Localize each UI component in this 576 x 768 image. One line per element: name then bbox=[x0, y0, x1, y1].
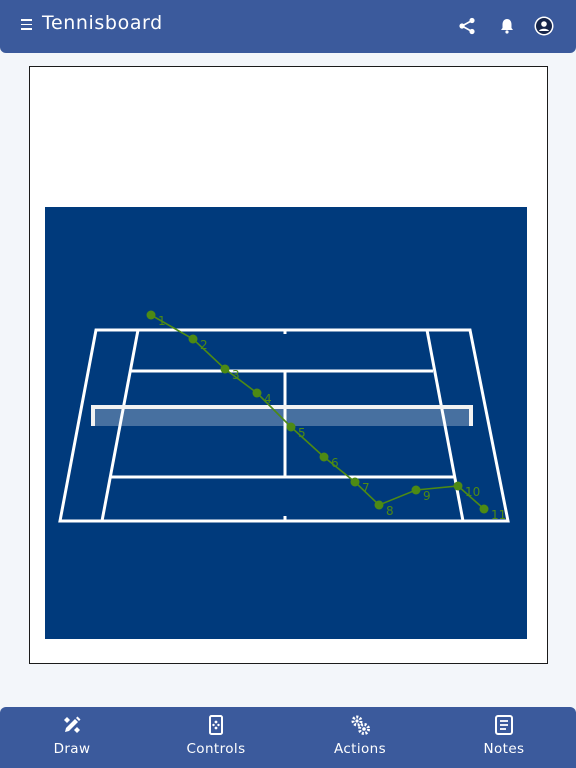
singles-sideline-left bbox=[100, 329, 140, 522]
shot-point-7[interactable] bbox=[350, 477, 360, 487]
shot-point-8[interactable] bbox=[374, 500, 384, 510]
shot-point-label: 4 bbox=[264, 392, 272, 406]
tennis-net bbox=[91, 405, 473, 426]
shot-point-label: 6 bbox=[331, 456, 339, 470]
nav-controls[interactable]: Controls bbox=[144, 707, 288, 768]
shot-point-1[interactable] bbox=[146, 310, 156, 320]
nav-notes-label: Notes bbox=[483, 741, 525, 757]
shot-point-label: 7 bbox=[362, 481, 370, 495]
nav-notes[interactable]: Notes bbox=[432, 707, 576, 768]
shot-point-label: 9 bbox=[423, 489, 431, 503]
shot-point-10[interactable] bbox=[453, 481, 463, 491]
shot-point-label: 11 bbox=[491, 508, 506, 522]
tennis-court-canvas[interactable]: 1 2 3 4 5 6 7 8 9 10 11 bbox=[30, 67, 546, 662]
shot-point-label: 5 bbox=[298, 426, 306, 440]
nav-draw[interactable]: Draw bbox=[0, 707, 144, 768]
shot-point-5[interactable] bbox=[286, 422, 296, 432]
shot-point-4[interactable] bbox=[252, 388, 262, 398]
nav-actions[interactable]: Actions bbox=[288, 707, 432, 768]
bottom-navigation: Draw Controls Actions Notes bbox=[0, 707, 576, 768]
menu-icon[interactable] bbox=[21, 19, 33, 31]
shot-point-6[interactable] bbox=[319, 452, 329, 462]
shot-point-2[interactable] bbox=[188, 334, 198, 344]
nav-actions-label: Actions bbox=[333, 741, 387, 757]
shot-point-label: 10 bbox=[465, 485, 480, 499]
shot-point-3[interactable] bbox=[220, 364, 230, 374]
court-lines bbox=[58, 328, 510, 523]
notes-icon bbox=[495, 715, 513, 735]
app-title: Tennisboard bbox=[42, 12, 163, 34]
shot-point-label: 1 bbox=[158, 314, 166, 328]
shot-point-label: 3 bbox=[232, 368, 240, 382]
shot-point-11[interactable] bbox=[479, 504, 489, 514]
tactics-board[interactable]: 1 2 3 4 5 6 7 8 9 10 11 bbox=[29, 66, 548, 664]
remote-control-icon bbox=[209, 715, 223, 735]
share-icon[interactable] bbox=[457, 16, 477, 36]
top-app-bar: Tennisboard bbox=[0, 0, 576, 53]
shot-point-label: 8 bbox=[386, 504, 394, 518]
shot-point-label: 2 bbox=[200, 338, 208, 352]
shot-point-9[interactable] bbox=[411, 485, 421, 495]
gears-icon bbox=[351, 715, 370, 735]
nav-draw-label: Draw bbox=[53, 741, 91, 757]
doubles-outline bbox=[58, 328, 510, 523]
nav-controls-label: Controls bbox=[186, 741, 246, 757]
account-icon[interactable] bbox=[534, 16, 554, 36]
pencil-ruler-icon bbox=[64, 716, 81, 733]
bell-icon[interactable] bbox=[497, 16, 517, 36]
shot-points: 1 2 3 4 5 6 7 8 9 10 11 bbox=[146, 310, 506, 522]
